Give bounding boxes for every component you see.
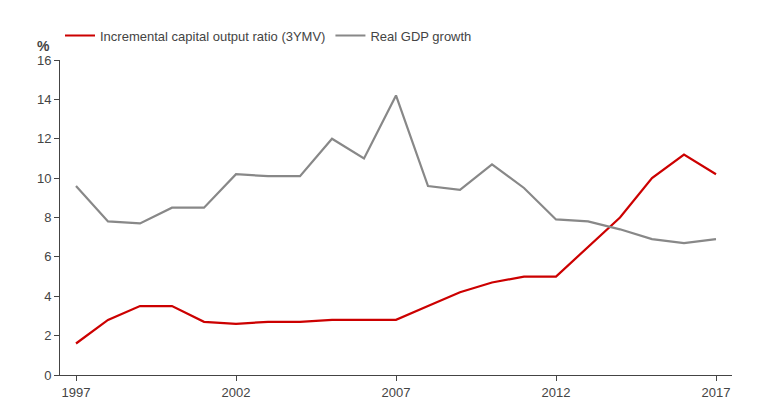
svg-text:8: 8 xyxy=(44,210,51,225)
svg-text:2012: 2012 xyxy=(542,385,571,400)
svg-text:2017: 2017 xyxy=(702,385,731,400)
svg-text:2007: 2007 xyxy=(382,385,411,400)
svg-text:12: 12 xyxy=(37,131,51,146)
svg-text:%: % xyxy=(37,38,50,54)
svg-text:14: 14 xyxy=(37,92,51,107)
svg-text:2: 2 xyxy=(44,328,51,343)
svg-text:10: 10 xyxy=(37,171,51,186)
svg-text:0: 0 xyxy=(44,368,51,383)
svg-text:16: 16 xyxy=(37,53,51,68)
svg-text:6: 6 xyxy=(44,249,51,264)
svg-text:Incremental capital output rat: Incremental capital output ratio (3YMV) xyxy=(100,29,325,44)
svg-text:4: 4 xyxy=(44,289,51,304)
svg-text:Real GDP growth: Real GDP growth xyxy=(370,29,471,44)
svg-text:1997: 1997 xyxy=(62,385,91,400)
svg-text:2002: 2002 xyxy=(222,385,251,400)
